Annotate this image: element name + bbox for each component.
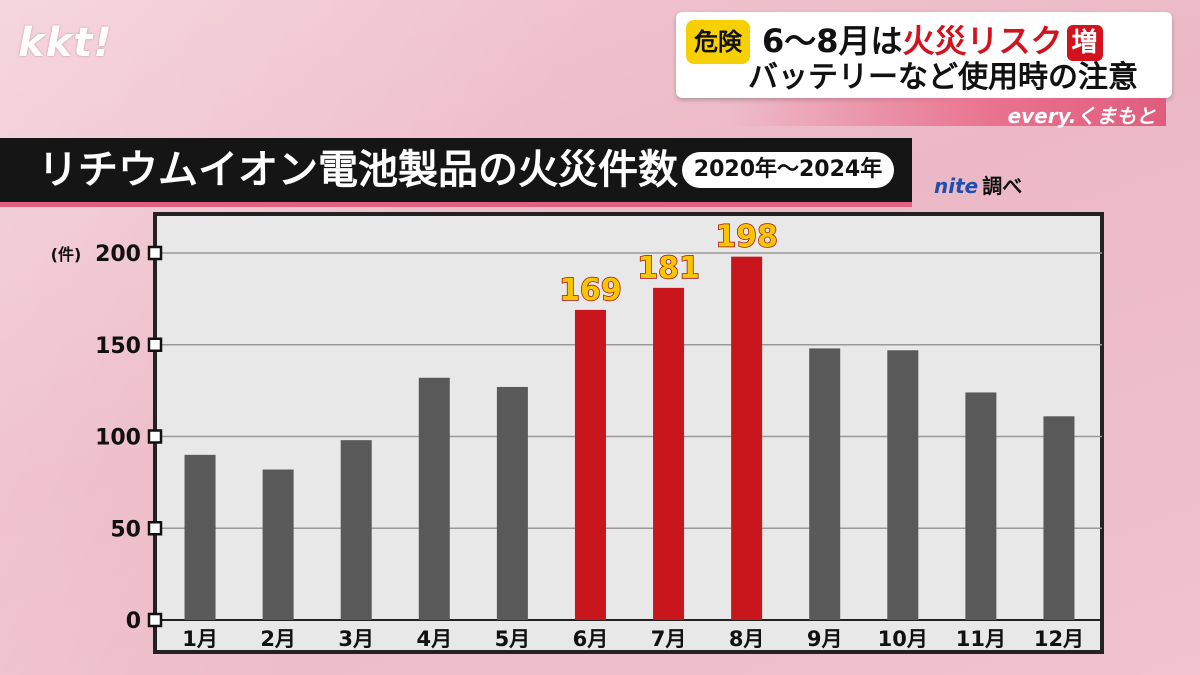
source-credit: nite 調べ	[934, 170, 1022, 199]
bar-7月	[653, 287, 685, 620]
bar-5月	[496, 386, 528, 620]
plot-area	[153, 212, 1104, 654]
x-tick-label: 8月	[729, 627, 765, 651]
data-label: 181	[637, 251, 700, 286]
program-banner: every.くまもと	[730, 98, 1166, 128]
source-brand: nite	[934, 174, 979, 198]
station-logo: kkt!	[18, 20, 113, 66]
headline-badge: 増	[1066, 25, 1103, 61]
x-tick-label: 9月	[807, 627, 843, 651]
y-tick-marker	[147, 429, 163, 444]
y-tick-label: 50	[110, 517, 141, 542]
y-tick-label: 150	[95, 334, 141, 359]
bar-8月	[731, 256, 763, 620]
x-tick-label: 11月	[956, 627, 1006, 651]
x-tick-label: 2月	[260, 627, 296, 651]
chart-title: リチウムイオン電池製品の火災件数	[38, 147, 678, 193]
headline-line1: 6〜8月は火災リスク増	[762, 18, 1103, 64]
y-tick-marker	[147, 521, 163, 536]
x-tick-label: 3月	[338, 627, 374, 651]
bar-11月	[965, 392, 997, 620]
bar-6月	[574, 309, 606, 620]
headline-highlight: 火災リスク	[902, 22, 1063, 60]
period-badge: 2020年〜2024年	[682, 152, 894, 188]
x-tick-label: 6月	[573, 627, 609, 651]
y-tick-marker	[147, 337, 163, 352]
bar-4月	[418, 377, 450, 620]
x-tick-label: 4月	[416, 627, 452, 651]
y-tick-marker	[147, 245, 163, 261]
x-tick-label: 10月	[878, 627, 928, 651]
x-tick-label: 5月	[495, 627, 531, 651]
headline-prefix: 6〜8月は	[762, 22, 903, 60]
bar-9月	[809, 348, 841, 620]
program-name: every.くまもと	[1007, 104, 1156, 128]
bar-12月	[1043, 416, 1075, 620]
source-suffix: 調べ	[982, 174, 1023, 198]
x-tick-label: 1月	[182, 627, 218, 651]
y-tick-marker	[147, 612, 163, 628]
bar-10月	[887, 350, 919, 620]
bar-1月	[184, 454, 216, 620]
data-label: 198	[715, 220, 778, 255]
danger-badge: 危険	[686, 20, 750, 64]
y-tick-label: 200	[95, 242, 141, 267]
bar-3月	[340, 440, 372, 620]
y-tick-label: 0	[126, 609, 141, 634]
headline-line2: バッテリーなど使用時の注意	[748, 60, 1138, 95]
bar-2月	[262, 469, 294, 620]
x-tick-label: 12月	[1034, 627, 1084, 651]
y-tick-label: 100	[95, 426, 141, 451]
data-label: 169	[559, 273, 622, 308]
x-tick-label: 7月	[651, 627, 687, 651]
y-axis-label: (件)	[51, 245, 82, 264]
